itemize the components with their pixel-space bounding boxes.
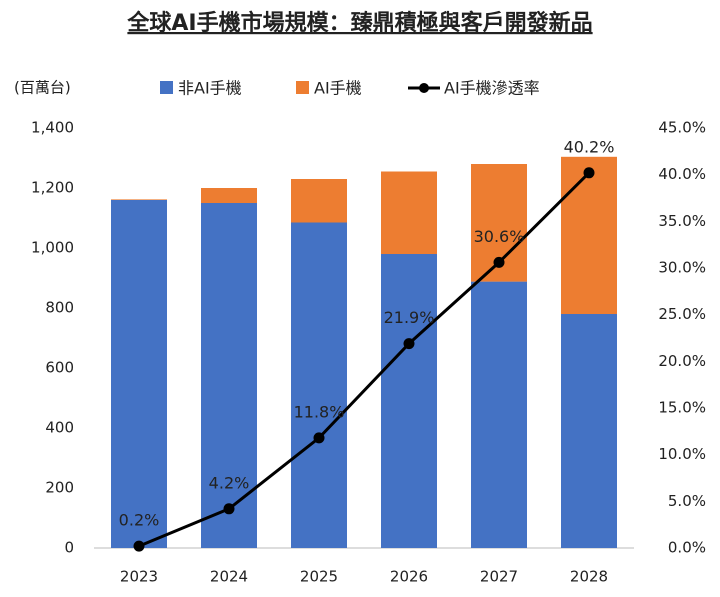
x-tick-label: 2025 [300, 568, 338, 586]
y-tick-label: 600 [45, 359, 74, 377]
bar [201, 188, 257, 203]
bar [471, 281, 527, 548]
data-label: 30.6% [474, 227, 525, 246]
x-tick-label: 2024 [210, 568, 248, 586]
line [138, 171, 591, 548]
legend-marker [419, 83, 429, 93]
bar [561, 156, 617, 314]
y2-tick-label: 5.0% [668, 492, 706, 510]
line-point [403, 338, 415, 350]
legend-swatch [296, 81, 309, 94]
y2-tick-label: 25.0% [658, 305, 706, 323]
y-axis-unit: (百萬台) [14, 79, 71, 97]
legend-label: AI手機滲透率 [444, 79, 540, 98]
x-tick-label: 2028 [570, 568, 608, 586]
y-tick-label: 800 [45, 299, 74, 317]
y-tick-label: 0 [64, 539, 74, 557]
chart-title: 全球AI手機市場規模：臻鼎積極與客戶開發新品 [126, 10, 592, 36]
bar [111, 199, 167, 200]
y2-tick-label: 35.0% [658, 212, 706, 230]
legend-label: 非AI手機 [178, 79, 242, 98]
data-label: 4.2% [209, 473, 250, 492]
y-tick-label: 200 [45, 479, 74, 497]
bar [291, 179, 347, 223]
line-point [223, 503, 235, 515]
bar [201, 203, 257, 548]
y-tick-label: 400 [45, 419, 74, 437]
bar [111, 200, 167, 548]
y-tick-label: 1,000 [31, 239, 74, 257]
data-label: 40.2% [564, 137, 615, 156]
legend-label: AI手機 [314, 79, 362, 98]
y2-tick-label: 30.0% [658, 259, 706, 277]
y-tick-label: 1,200 [31, 179, 74, 197]
bar [291, 222, 347, 548]
data-label: 11.8% [294, 402, 345, 421]
line-point [493, 256, 505, 268]
y-tick-label: 1,400 [31, 119, 74, 137]
x-tick-label: 2027 [480, 568, 518, 586]
x-tick-label: 2023 [120, 568, 158, 586]
bar [381, 254, 437, 548]
y2-tick-label: 40.0% [658, 165, 706, 183]
y2-tick-label: 20.0% [658, 352, 706, 370]
line-point [583, 167, 595, 179]
y2-tick-label: 10.0% [658, 445, 706, 463]
x-tick-label: 2026 [390, 568, 428, 586]
line-point [133, 540, 145, 552]
data-label: 21.9% [384, 308, 435, 327]
bar [381, 171, 437, 254]
y2-tick-label: 15.0% [658, 399, 706, 417]
line-point [313, 432, 325, 444]
legend-swatch [160, 81, 173, 94]
y2-tick-label: 0.0% [668, 539, 706, 557]
y2-tick-label: 45.0% [658, 119, 706, 137]
bar [561, 314, 617, 548]
data-label: 0.2% [119, 511, 160, 530]
